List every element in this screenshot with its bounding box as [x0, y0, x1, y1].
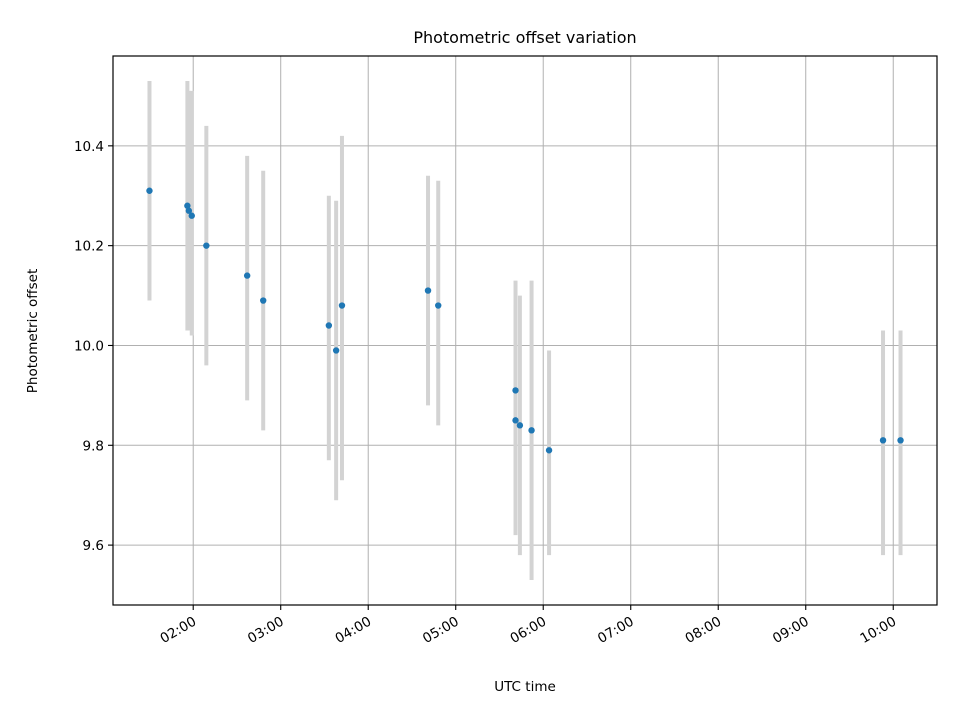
data-points: [146, 187, 904, 454]
data-point: [879, 437, 887, 444]
grid: [113, 56, 937, 605]
y-axis-label: Photometric offset: [25, 269, 41, 393]
data-point: [516, 422, 524, 429]
data-point: [435, 302, 442, 309]
data-point: [188, 212, 195, 219]
y-tick-label: 10.0: [74, 338, 104, 354]
data-point: [146, 187, 153, 194]
data-point: [512, 417, 519, 424]
plot-frame: [112, 55, 938, 606]
chart-title: Photometric offset variation: [413, 28, 636, 47]
y-tick-label: 9.8: [83, 438, 104, 454]
x-axis-label: UTC time: [494, 679, 556, 695]
data-point: [545, 447, 553, 454]
data-point: [184, 202, 191, 209]
data-point: [325, 322, 333, 329]
y-tick-label: 9.6: [83, 538, 104, 554]
data-point: [424, 287, 432, 294]
data-point: [338, 302, 346, 309]
plot-area: [113, 56, 937, 605]
data-point: [260, 297, 267, 304]
data-point: [243, 272, 251, 279]
data-point: [332, 347, 340, 354]
data-point: [203, 242, 210, 249]
data-point: [512, 387, 519, 394]
y-tick-label: 10.2: [74, 239, 104, 255]
y-tick-label: 10.4: [74, 139, 104, 155]
data-point: [897, 437, 904, 444]
data-point: [185, 207, 193, 214]
data-point: [528, 427, 535, 434]
